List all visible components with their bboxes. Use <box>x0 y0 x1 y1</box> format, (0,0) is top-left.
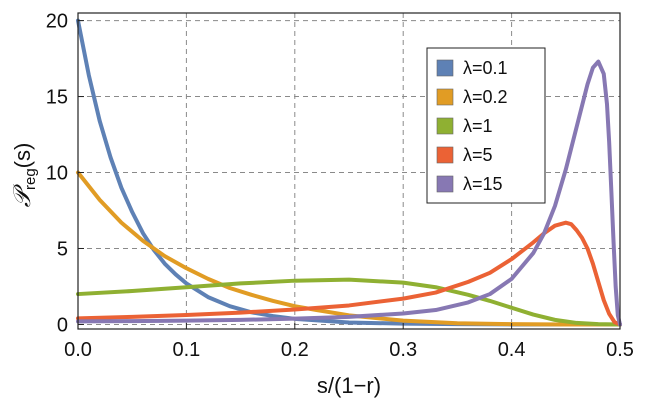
svg-text:𝒫reg(s): 𝒫reg(s) <box>8 143 39 208</box>
x-axis-label: s/(1−r) <box>317 373 381 398</box>
legend-swatch <box>436 59 454 77</box>
legend-label: λ=5 <box>463 145 493 165</box>
y-tick-label: 5 <box>57 238 68 260</box>
series-line <box>76 220 622 327</box>
x-tick-label: 0.5 <box>606 339 634 361</box>
plot-frame <box>77 12 621 330</box>
legend-swatch <box>436 175 454 193</box>
x-tick-label: 0.2 <box>281 339 309 361</box>
legend-swatch <box>436 88 454 106</box>
legend-label: λ=0.1 <box>463 58 508 78</box>
legend: λ=0.1 λ=0.2 λ=1 λ=5 λ=15 <box>426 47 546 204</box>
y-tick-label: 20 <box>46 11 68 33</box>
legend-label: λ=1 <box>463 116 493 136</box>
x-tick-label: 0.4 <box>498 339 526 361</box>
series-lines <box>76 18 622 327</box>
legend-label: λ=0.2 <box>463 87 508 107</box>
x-tick-label: 0.3 <box>389 339 417 361</box>
y-tick-label: 15 <box>46 87 68 109</box>
y-axis-label-subscript: reg <box>22 168 39 190</box>
legend-swatch <box>436 117 454 135</box>
axis-ticks: 0.0 0.1 0.2 0.3 0.4 0.5 0 5 10 15 20 <box>46 11 634 361</box>
y-axis-label: 𝒫reg(s) <box>8 143 39 208</box>
series-line <box>76 59 622 327</box>
y-axis-label-tail: (s) <box>10 143 35 169</box>
series-line <box>76 170 622 327</box>
legend-swatch <box>436 146 454 164</box>
y-tick-label: 0 <box>57 314 68 336</box>
series-line <box>76 277 622 327</box>
x-tick-label: 0.1 <box>172 339 200 361</box>
x-tick-label: 0.0 <box>64 339 92 361</box>
y-tick-label: 10 <box>46 163 68 185</box>
legend-label: λ=15 <box>463 174 503 194</box>
